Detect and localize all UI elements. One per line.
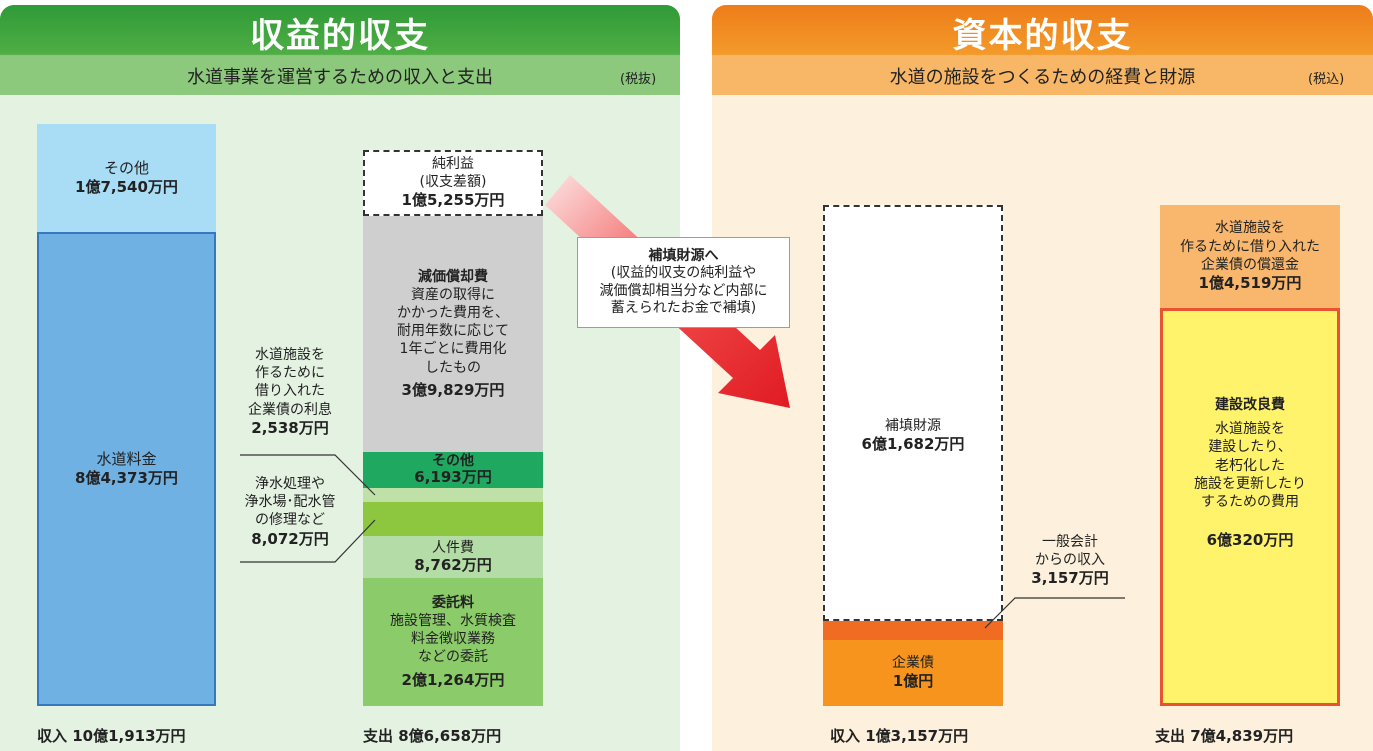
redemption: 水道施設を 作るために借り入れた 企業債の償還金 1億4,519万円 <box>1160 205 1340 308</box>
label: 減価償却費 <box>418 268 488 285</box>
label: 建設改良費 <box>1215 397 1285 413</box>
label: 浄水処理や 浄水場･配水管 の修理など <box>244 476 336 529</box>
amount: 6億1,682万円 <box>861 435 965 454</box>
amount: 1億5,255万円 <box>401 191 505 210</box>
amount: 3億9,829万円 <box>401 380 505 399</box>
right-subtitle: 水道の施設をつくるための経費と財源 <box>889 67 1196 88</box>
interest-connector <box>240 454 376 496</box>
depreciation: 減価償却費 資産の取得に かかった費用を、 耐用年数に応じて 1年ごとに費用化 … <box>363 216 543 452</box>
amount: 2,538万円 <box>251 418 329 437</box>
label: 人件費 <box>432 539 474 556</box>
outsourcing: 委託料 施設管理、水質検査 料金徴収業務 などの委託 2億1,264万円 <box>363 578 543 706</box>
bonds: 企業債 1億円 <box>823 640 1003 706</box>
construction: 建設改良費 水道施設を 建設したり、 老朽化した 施設を更新したり するための費… <box>1160 308 1340 706</box>
left-tax-note: (税抜) <box>620 72 657 87</box>
label: 委託料 <box>432 594 474 611</box>
label: 補填財源 <box>885 418 941 434</box>
description: 資産の取得に かかった費用を、 耐用年数に応じて 1年ごとに費用化 したもの <box>397 286 509 376</box>
amount: 8億4,373万円 <box>75 469 178 487</box>
amount: 1億7,540万円 <box>75 178 178 196</box>
right-header <box>712 5 1373 95</box>
general-account-callout: 一般会計 からの収入 3,157万円 <box>1010 533 1130 589</box>
amount: 6億320万円 <box>1206 531 1294 550</box>
transfer-title: 補填財源へ <box>648 248 719 265</box>
label: 一般会計 からの収入 <box>1035 534 1105 569</box>
income-water-fee: 水道料金 8億4,373万円 <box>37 232 216 706</box>
right-income-total: 収入 1億3,157万円 <box>830 727 969 745</box>
label: 水道料金 <box>96 449 157 468</box>
amount: 1億円 <box>892 672 934 691</box>
transfer-box: 補填財源へ (収益的収支の純利益や 減価償却相当分など内部に 蓄えられたお金で補… <box>577 237 790 328</box>
general-account-segment <box>823 621 1003 640</box>
right-expense-total: 支出 7億4,839万円 <box>1155 727 1294 745</box>
right-tax-note: (税込) <box>1308 72 1345 87</box>
expense-total: 支出 8億6,658万円 <box>363 727 502 745</box>
general-account-connector <box>984 597 1125 629</box>
label: 純利益 (収支差額) <box>419 156 487 191</box>
amount: 2億1,264万円 <box>401 670 505 689</box>
supplement: 補填財源 6億1,682万円 <box>823 205 1003 621</box>
amount: 1億4,519万円 <box>1198 274 1302 293</box>
income-total: 収入 10億1,913万円 <box>37 727 186 745</box>
label: 水道施設を 作るために 借り入れた 企業債の利息 <box>248 347 332 418</box>
amount: 3,157万円 <box>1031 569 1109 588</box>
left-title: 収益的収支 <box>250 16 430 56</box>
description: 水道施設を 建設したり、 老朽化した 施設を更新したり するための費用 <box>1194 421 1306 510</box>
income-other: その他 1億7,540万円 <box>37 124 216 232</box>
label: 企業債 <box>892 655 934 672</box>
repair-segment <box>363 502 543 536</box>
left-subtitle: 水道事業を運営するための収入と支出 <box>187 67 493 88</box>
repair-connector <box>240 519 376 563</box>
net-profit: 純利益 (収支差額) 1億5,255万円 <box>363 150 543 216</box>
label: その他 <box>432 453 474 470</box>
personnel: 人件費 8,762万円 <box>363 536 543 578</box>
label: その他 <box>103 158 149 177</box>
expense-other: その他 6,193万円 <box>363 452 543 488</box>
right-title: 資本的収支 <box>952 16 1133 56</box>
amount: 8,072万円 <box>251 529 329 548</box>
amount: 6,193万円 <box>414 468 492 487</box>
amount: 8,762万円 <box>414 556 492 575</box>
transfer-description: (収益的収支の純利益や 減価償却相当分など内部に 蓄えられたお金で補填) <box>599 265 768 317</box>
interest-callout: 水道施設を 作るために 借り入れた 企業債の利息 2,538万円 <box>230 346 350 438</box>
left-header <box>0 5 680 95</box>
interest-segment <box>363 488 543 502</box>
label: 水道施設を 作るために借り入れた 企業債の償還金 <box>1180 220 1320 273</box>
description: 施設管理、水質検査 料金徴収業務 などの委託 <box>390 613 516 666</box>
repair-callout: 浄水処理や 浄水場･配水管 の修理など 8,072万円 <box>222 475 358 549</box>
